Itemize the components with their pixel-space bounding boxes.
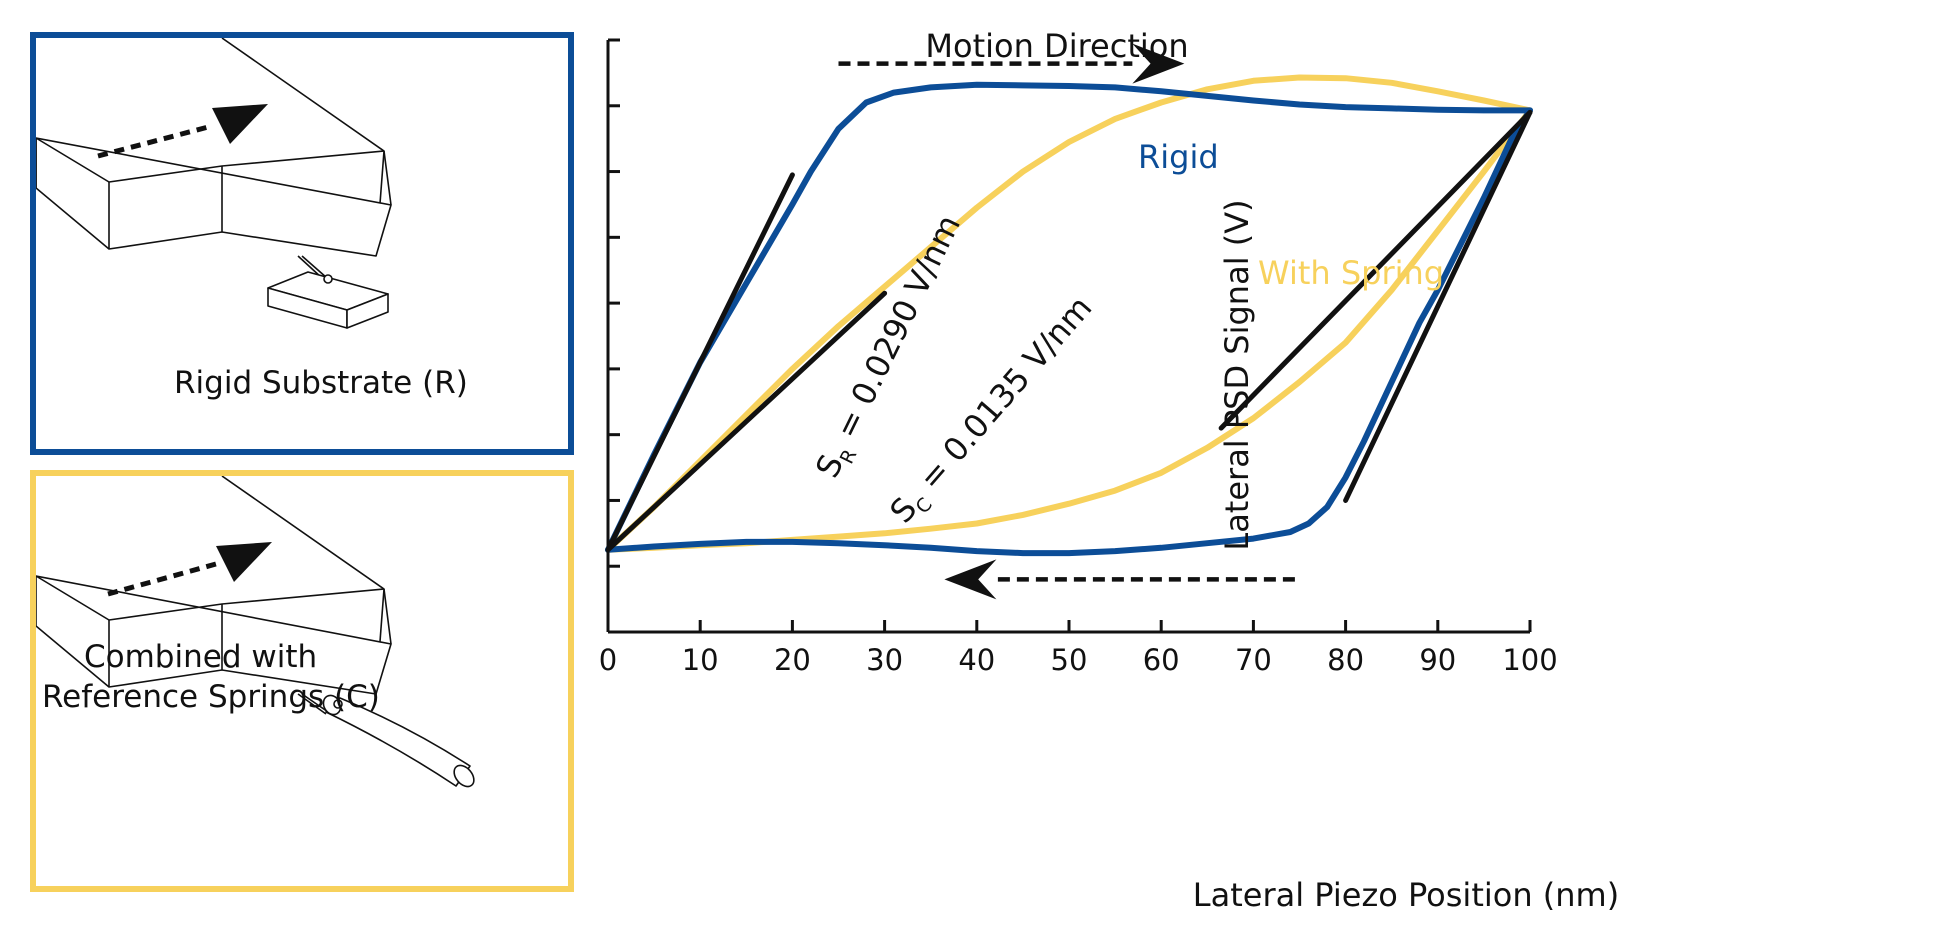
- x-tick-label: 90: [1419, 643, 1456, 677]
- x-tick-label: 60: [1143, 643, 1180, 677]
- fit-line-2: [605, 290, 888, 553]
- motion-direction-label: Motion Direction: [925, 27, 1188, 65]
- spring-label-line1: Combined with: [84, 639, 318, 675]
- x-tick-label: 80: [1327, 643, 1364, 677]
- fit-line-3: [1218, 109, 1533, 431]
- series-rigid-trace-return: [605, 107, 1533, 557]
- spring-series-label: With Spring: [1258, 254, 1444, 292]
- sc-value: = 0.0135 V/nm: [904, 289, 1099, 505]
- motion-arrow-shaft: [97, 123, 213, 159]
- rigid-substrate-panel: Rigid Substrate (R): [30, 32, 574, 455]
- rigid-cantilever-drawing: [36, 38, 392, 329]
- motion-arrow-shaft: [107, 561, 217, 597]
- x-tick-label: 40: [958, 643, 995, 677]
- lateral-psd-chart: -0.5-0.4-0.3-0.2-0.100.10.20.30.40102030…: [600, 27, 1619, 914]
- x-tick-label: 100: [1502, 643, 1557, 677]
- x-axis-title: Lateral Piezo Position (nm): [1193, 876, 1619, 914]
- fit-lines: [605, 109, 1533, 553]
- rigid-substrate-label: Rigid Substrate (R): [174, 365, 468, 401]
- motion-arrowhead: [212, 104, 268, 144]
- fit-line-4: [1343, 109, 1533, 503]
- chart-axes: -0.5-0.4-0.3-0.2-0.100.10.20.30.40102030…: [600, 38, 1558, 677]
- series-rigid-trace-forward: [605, 81, 1533, 553]
- spring-label-line2: Reference Springs (C): [42, 679, 380, 715]
- motion-arrow-right-head: [1132, 43, 1185, 84]
- motion-arrowhead: [216, 542, 272, 582]
- reference-spring-panel: Combined with Reference Springs (C): [30, 470, 574, 892]
- x-tick-label: 0: [600, 643, 617, 677]
- x-tick-label: 70: [1235, 643, 1272, 677]
- x-tick-label: 20: [774, 643, 811, 677]
- chart-curves: [605, 74, 1533, 557]
- x-tick-label: 30: [866, 643, 903, 677]
- series-with-spring-trace-forward: [605, 74, 1533, 553]
- spring-cantilever-drawing: [36, 476, 475, 788]
- motion-arrows: [838, 43, 1295, 600]
- x-tick-label: 50: [1051, 643, 1088, 677]
- y-axis-title: Lateral PSD Signal (V): [1218, 199, 1256, 550]
- x-tick-label: 10: [682, 643, 719, 677]
- motion-arrow-left-head: [944, 559, 997, 600]
- fit-line-1: [605, 172, 795, 553]
- rigid-series-label: Rigid: [1138, 138, 1219, 176]
